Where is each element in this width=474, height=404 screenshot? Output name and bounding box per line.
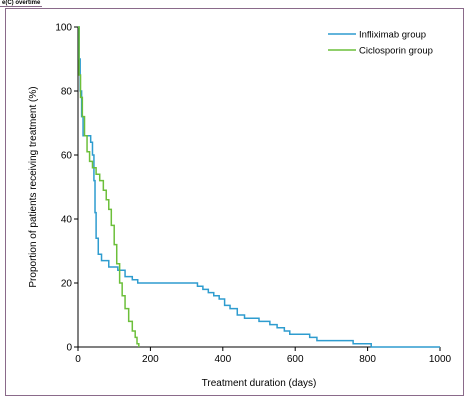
x-tick-label: 200 (142, 354, 159, 365)
axes (77, 27, 440, 348)
x-tick-label: 800 (359, 354, 376, 365)
x-tick-label: 600 (287, 354, 304, 365)
legend: Infliximab group Ciclosporin group (328, 30, 433, 57)
panel-label: e(C) overtime (0, 0, 43, 7)
legend-label-ciclosporin: Ciclosporin group (359, 46, 433, 57)
series-line-infliximab (78, 26, 440, 348)
y-tick-label: 40 (61, 215, 73, 226)
series-line-ciclosporin (78, 26, 140, 347)
legend-label-infliximab: Infliximab group (359, 30, 426, 41)
x-ticks: 0 200 400 600 800 1000 (75, 347, 452, 365)
y-axis-title: Proportion of patients receiving treatme… (28, 86, 39, 287)
y-tick-label: 100 (55, 23, 72, 34)
y-ticks: 0 20 40 60 80 100 (55, 23, 78, 354)
series-layer (78, 26, 440, 348)
y-tick-label: 20 (61, 279, 73, 290)
y-tick-label: 0 (66, 343, 72, 354)
x-axis-title: Treatment duration (days) (202, 378, 317, 389)
y-tick-label: 60 (61, 151, 73, 162)
x-tick-label: 400 (214, 354, 231, 365)
x-tick-label: 0 (75, 354, 81, 365)
figure-frame (5, 8, 464, 396)
x-tick-label: 1000 (429, 354, 452, 365)
y-tick-label: 80 (61, 87, 73, 98)
